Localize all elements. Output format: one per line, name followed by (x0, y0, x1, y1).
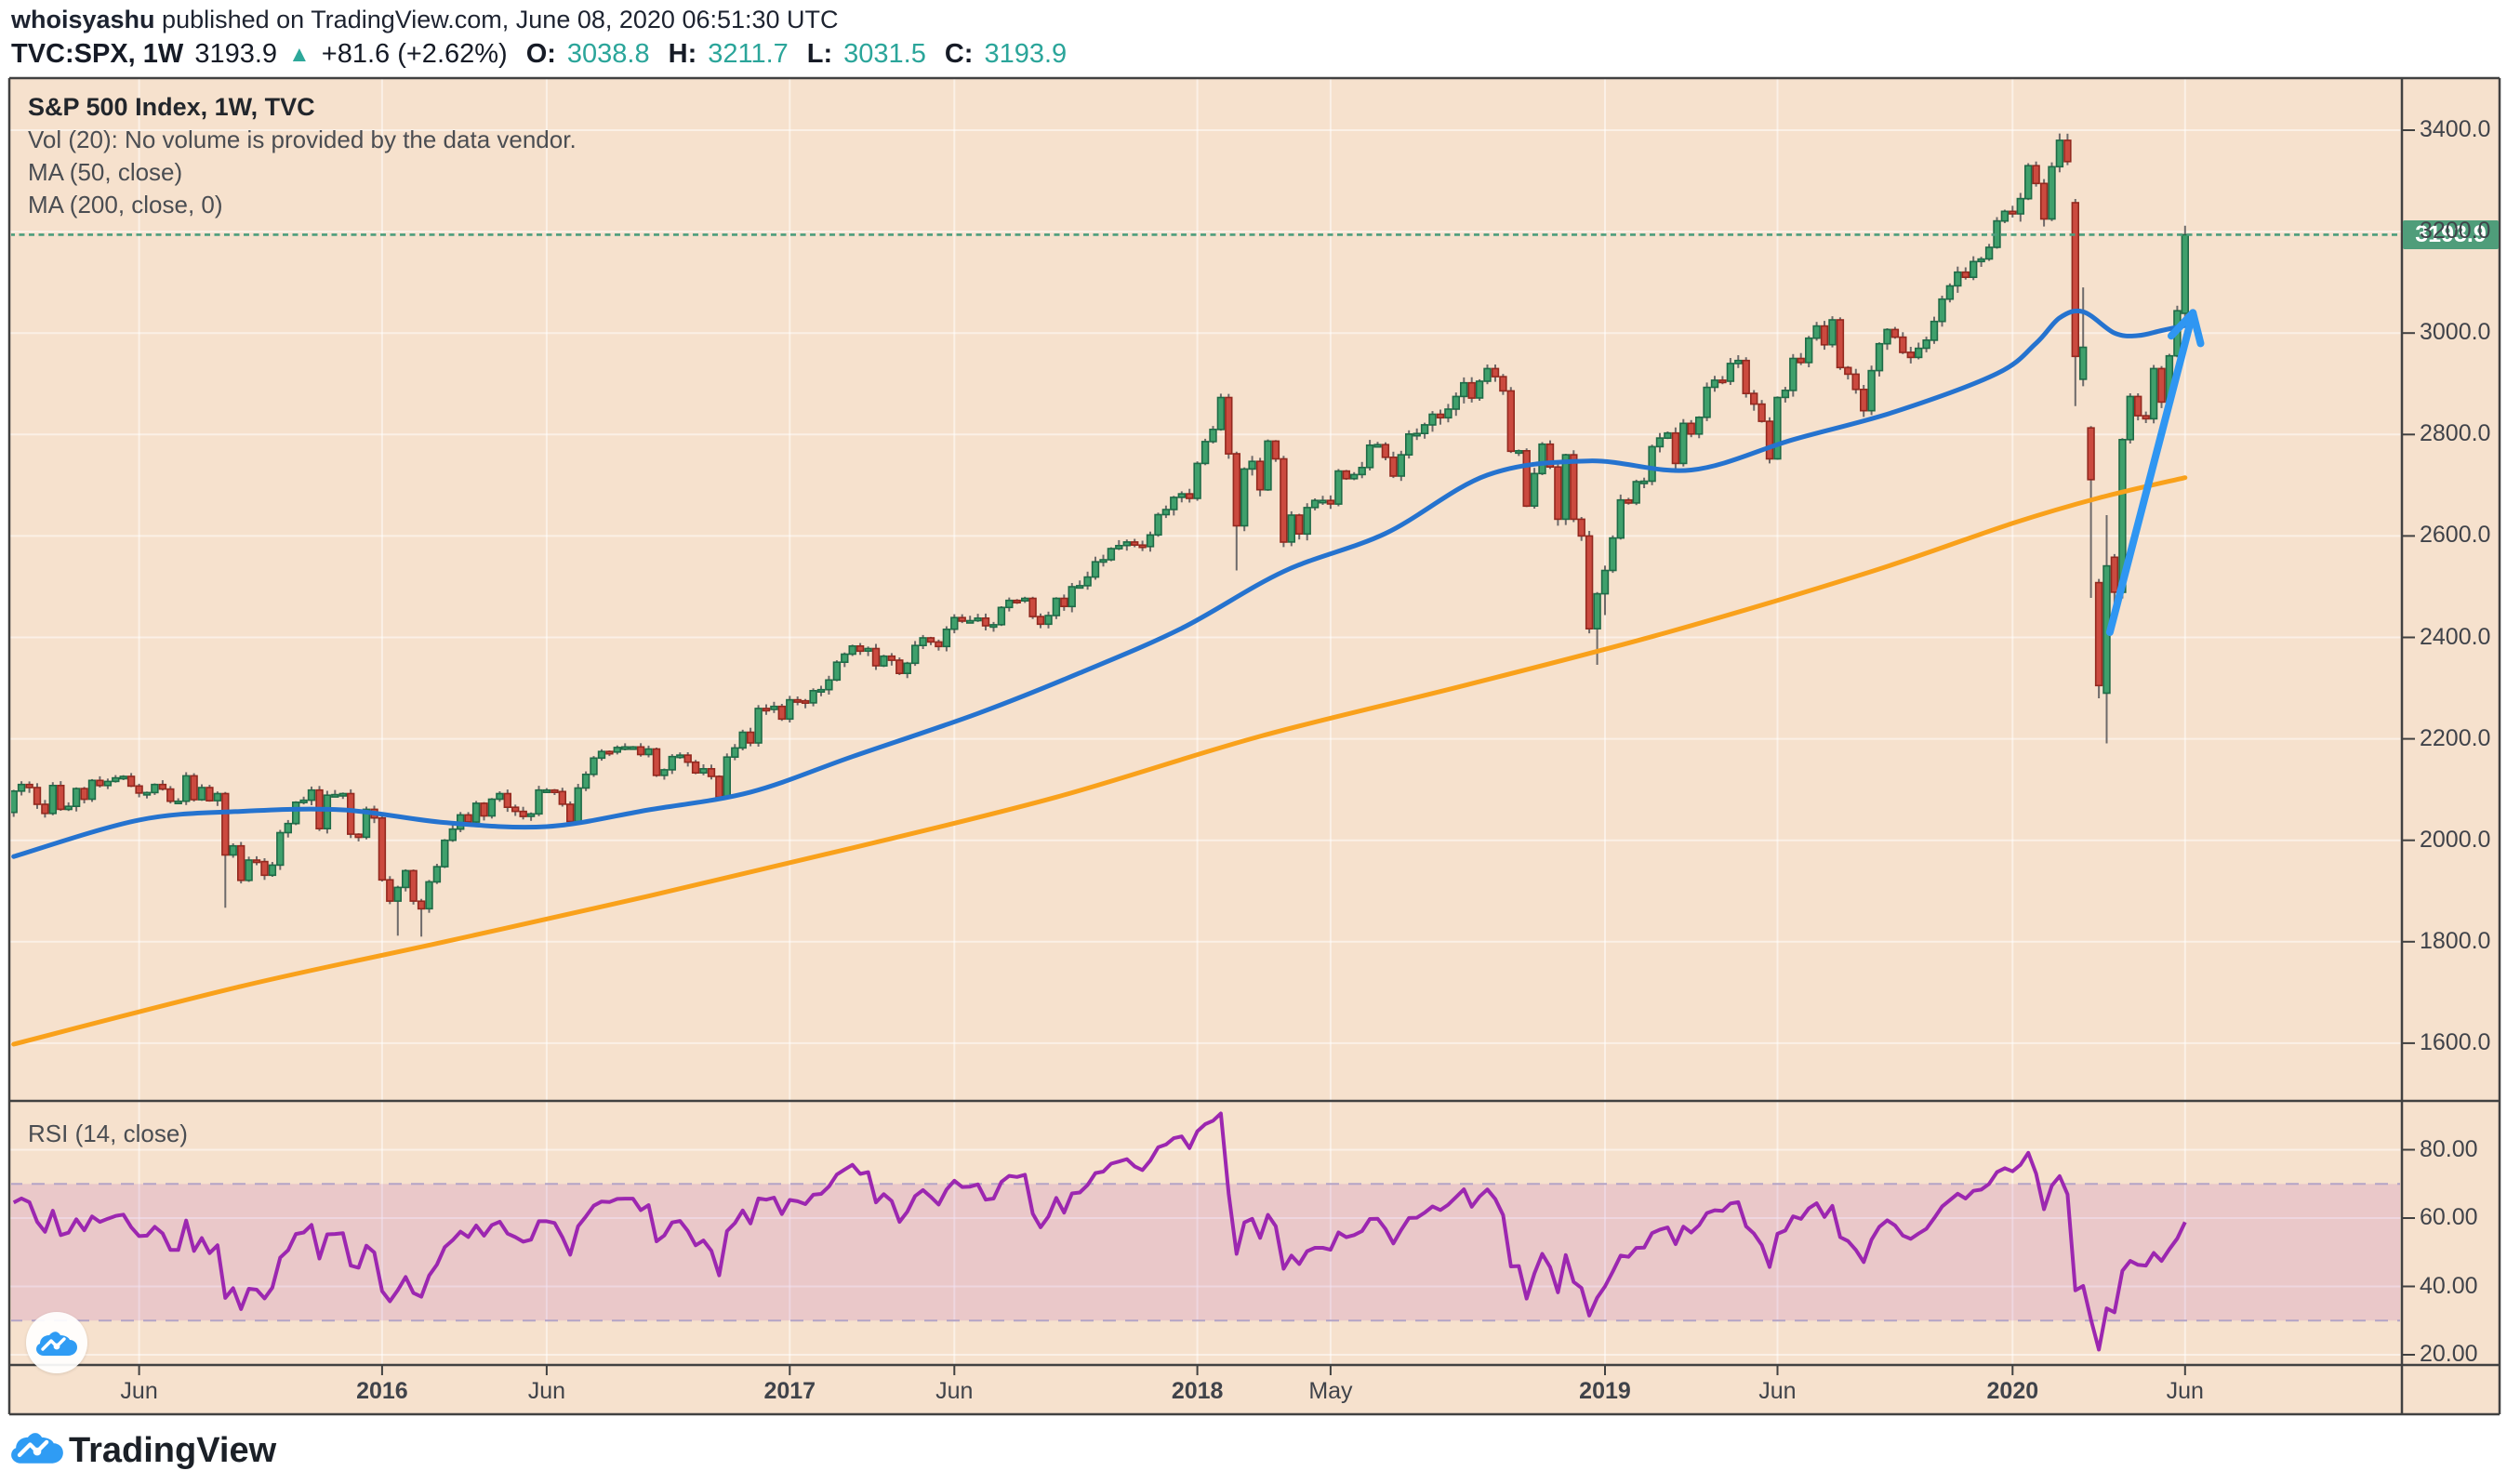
up-arrow-icon: ▲ (288, 41, 311, 67)
rsi-band (11, 1184, 2400, 1321)
pane-borders (7, 76, 2501, 1416)
tradingview-wordmark[interactable]: TradingView (69, 1431, 277, 1470)
ma50-line (11, 308, 2188, 859)
time-axis[interactable] (9, 1366, 2402, 1414)
ticker-line: TVC:SPX, 1W 3193.9 ▲ +81.6 (+2.62%) O: 30… (11, 39, 1067, 70)
ma200-line (11, 475, 2188, 1047)
candlestick-series (11, 133, 2400, 1047)
author-name[interactable]: whoisyashu (11, 6, 155, 33)
price-change: +81.6 (+2.62%) (321, 39, 508, 69)
symbol-interval[interactable]: TVC:SPX, 1W (11, 39, 184, 69)
open-label: O: (525, 39, 556, 69)
last-price: 3193.9 (194, 39, 278, 69)
close-label: C: (944, 39, 974, 69)
gridlines (9, 78, 2402, 1365)
publish-header: whoisyashu published on TradingView.com,… (0, 0, 2507, 78)
high-value: 3211.7 (708, 39, 789, 69)
trend-arrow-annotation (2105, 309, 2205, 636)
footer-bar: TradingView (0, 1416, 2507, 1484)
open-value: 3038.8 (566, 39, 650, 69)
close-value: 3193.9 (984, 39, 1068, 69)
published-line: whoisyashu published on TradingView.com,… (11, 6, 839, 34)
rsi-pane (11, 1111, 2400, 1352)
high-label: H: (668, 39, 697, 69)
rsi-line (12, 1111, 2187, 1352)
low-value: 3031.5 (843, 39, 926, 69)
price-axis[interactable] (2402, 78, 2499, 1414)
low-label: L: (806, 39, 833, 69)
published-text: published on TradingView.com, June 08, 2… (154, 6, 839, 33)
tradingview-logo-icon[interactable] (11, 1429, 63, 1469)
